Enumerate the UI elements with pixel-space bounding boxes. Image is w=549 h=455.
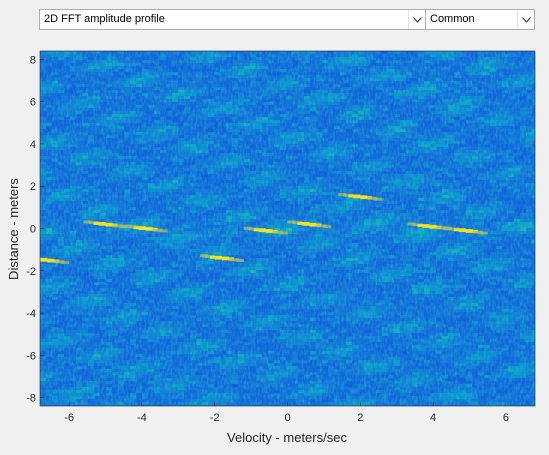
chevron-down-icon[interactable]: [517, 10, 534, 29]
chevron-down-icon[interactable]: [408, 10, 425, 29]
plot-type-value: 2D FFT amplitude profile: [44, 13, 165, 25]
mode-dropdown[interactable]: Common: [425, 9, 535, 30]
mode-value: Common: [430, 13, 475, 25]
plot-type-dropdown[interactable]: 2D FFT amplitude profile: [39, 9, 426, 30]
